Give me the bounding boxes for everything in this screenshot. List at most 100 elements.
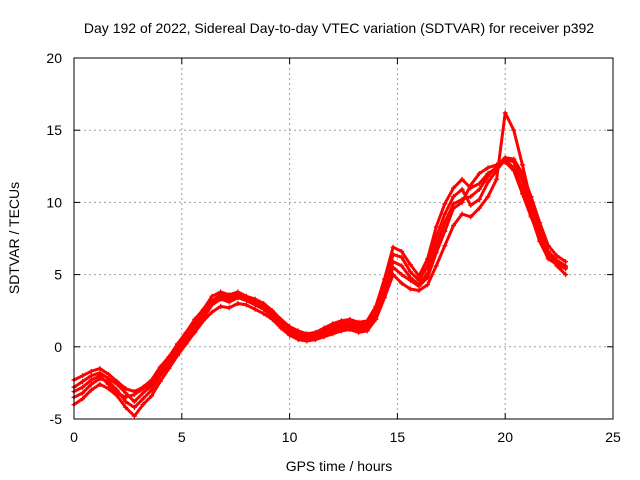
data-point <box>399 263 405 269</box>
data-point <box>356 319 362 325</box>
data-point <box>563 259 569 265</box>
data-point <box>209 293 215 299</box>
data-point <box>442 220 448 226</box>
data-point <box>494 163 500 169</box>
x-tick-label: 25 <box>605 429 621 445</box>
data-point <box>131 404 137 410</box>
data-point <box>459 211 465 217</box>
data-point <box>88 377 94 383</box>
data-point <box>123 399 129 405</box>
data-point <box>269 316 275 322</box>
data-point <box>80 384 86 390</box>
data-point <box>295 337 301 343</box>
data-point <box>554 261 560 267</box>
data-point <box>131 413 137 419</box>
data-point <box>218 295 224 301</box>
chart-title: Day 192 of 2022, Sidereal Day-to-day VTE… <box>84 20 594 36</box>
data-point <box>399 254 405 260</box>
data-point <box>407 286 413 292</box>
data-point <box>425 256 431 262</box>
series-day-2 <box>71 156 569 405</box>
data-point <box>252 296 258 302</box>
series-day-5 <box>71 155 569 400</box>
data-point <box>442 243 448 249</box>
data-point <box>114 390 120 396</box>
data-point <box>80 390 86 396</box>
data-point <box>226 305 232 311</box>
data-point <box>468 202 474 208</box>
data-point <box>235 300 241 306</box>
data-point <box>105 376 111 382</box>
data-point <box>269 308 275 314</box>
data-point <box>174 348 180 354</box>
series-line <box>72 111 568 418</box>
data-point <box>364 328 370 334</box>
data-point <box>304 331 310 337</box>
data-point <box>123 404 129 410</box>
data-point <box>450 201 456 207</box>
axis-ticks: 0 5 10 15 20 25 -5 0 5 10 15 20 <box>46 50 621 445</box>
data-point <box>399 280 405 286</box>
data-point <box>200 318 206 324</box>
data-point <box>373 309 379 315</box>
data-point <box>174 352 180 358</box>
data-point <box>356 325 362 331</box>
data-point <box>381 295 387 301</box>
data-point <box>563 272 569 278</box>
data-point <box>416 273 422 279</box>
x-tick-label: 15 <box>390 429 406 445</box>
data-point <box>476 171 482 177</box>
data-point <box>105 381 111 387</box>
data-point <box>364 324 370 330</box>
data-point <box>459 197 465 203</box>
data-point <box>476 186 482 192</box>
data-point <box>304 335 310 341</box>
data-point <box>123 386 129 392</box>
data-point <box>330 321 336 327</box>
data-point <box>80 373 86 379</box>
data-point <box>347 322 353 328</box>
data-point <box>243 302 249 308</box>
data-point <box>235 293 241 299</box>
data-point <box>476 205 482 211</box>
data-point <box>563 266 569 272</box>
data-point <box>511 165 517 171</box>
data-point <box>468 214 474 220</box>
data-point <box>88 381 94 387</box>
data-point <box>140 402 146 408</box>
data-point <box>399 248 405 254</box>
data-point <box>425 270 431 276</box>
data-point <box>476 181 482 187</box>
data-point <box>149 393 155 399</box>
data-point <box>235 289 241 295</box>
data-point <box>183 341 189 347</box>
data-point <box>528 194 534 200</box>
series-day-4 <box>71 158 569 395</box>
data-point <box>494 176 500 182</box>
data-point <box>97 365 103 371</box>
data-point <box>459 186 465 192</box>
data-point <box>433 263 439 269</box>
data-point <box>450 194 456 200</box>
data-point <box>183 334 189 340</box>
series-line <box>72 159 568 394</box>
data-point <box>416 282 422 288</box>
data-point <box>209 300 215 306</box>
x-tick-label: 0 <box>70 429 78 445</box>
data-point <box>88 373 94 379</box>
data-point <box>218 289 224 295</box>
data-point <box>519 171 525 177</box>
data-point <box>312 334 318 340</box>
data-point <box>321 329 327 335</box>
data-point <box>166 358 172 364</box>
data-point <box>192 316 198 322</box>
data-point <box>407 261 413 267</box>
data-point <box>174 341 180 347</box>
data-point <box>338 322 344 328</box>
data-point <box>105 386 111 392</box>
data-point <box>287 328 293 334</box>
data-point <box>528 212 534 218</box>
data-point <box>287 332 293 338</box>
data-point <box>537 220 543 226</box>
y-tick-label: 0 <box>54 339 62 355</box>
